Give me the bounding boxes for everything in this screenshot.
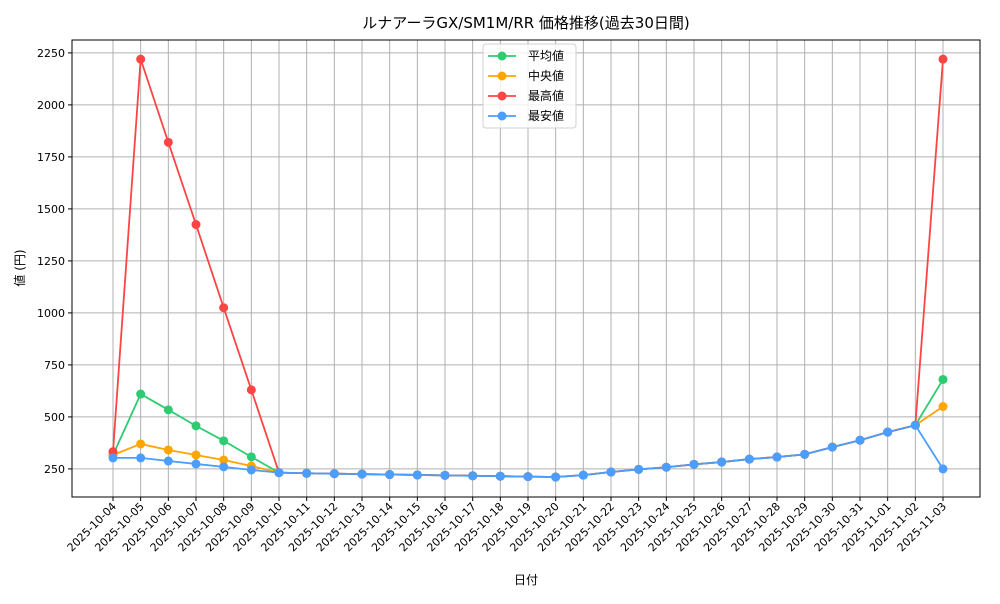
- data-point: [163, 137, 173, 147]
- data-point: [136, 439, 146, 449]
- y-tick-label: 250: [44, 463, 65, 476]
- data-point: [412, 470, 422, 480]
- series-lines: [108, 54, 948, 482]
- y-tick-label: 2000: [37, 99, 65, 112]
- data-point: [855, 435, 865, 445]
- legend-label: 平均値: [528, 48, 564, 63]
- data-point: [136, 54, 146, 64]
- data-point: [772, 452, 782, 462]
- data-point: [163, 445, 173, 455]
- data-point: [329, 469, 339, 479]
- data-point: [163, 405, 173, 415]
- data-point: [246, 452, 256, 462]
- y-tick-label: 500: [44, 411, 65, 424]
- data-point: [689, 459, 699, 469]
- data-point: [468, 471, 478, 481]
- data-point: [578, 470, 588, 480]
- data-point: [246, 385, 256, 395]
- y-tick-label: 1000: [37, 307, 65, 320]
- data-point: [302, 468, 312, 478]
- legend-marker: [497, 91, 507, 101]
- data-point: [910, 420, 920, 430]
- data-point: [523, 472, 533, 482]
- legend-label: 中央値: [528, 68, 564, 83]
- data-point: [634, 464, 644, 474]
- data-point: [191, 450, 201, 460]
- data-point: [551, 472, 561, 482]
- data-point: [274, 468, 284, 478]
- legend-marker: [497, 111, 507, 121]
- data-point: [357, 469, 367, 479]
- data-point: [136, 389, 146, 399]
- data-point: [744, 454, 754, 464]
- data-point: [606, 467, 616, 477]
- y-axis-label: 値 (円): [12, 249, 27, 286]
- data-point: [495, 471, 505, 481]
- y-axis: 250 500 750 1000 1250 1500 1750 2000 2250: [37, 47, 72, 476]
- data-point: [800, 449, 810, 459]
- data-point: [717, 457, 727, 467]
- data-point: [191, 459, 201, 469]
- data-point: [246, 465, 256, 475]
- series-3: [108, 420, 948, 482]
- y-tick-label: 1750: [37, 151, 65, 164]
- data-point: [219, 462, 229, 472]
- data-point: [219, 303, 229, 313]
- legend-label: 最安値: [528, 108, 564, 123]
- data-point: [108, 453, 118, 463]
- data-point: [440, 470, 450, 480]
- data-point: [661, 462, 671, 472]
- y-tick-label: 2250: [37, 47, 65, 60]
- y-tick-label: 1500: [37, 203, 65, 216]
- data-point: [938, 464, 948, 474]
- data-point: [219, 436, 229, 446]
- data-point: [385, 470, 395, 480]
- data-point: [827, 442, 837, 452]
- data-point: [163, 456, 173, 466]
- x-axis: 2025-10-042025-10-052025-10-062025-10-07…: [65, 497, 949, 554]
- chart-title: ルナアーラGX/SM1M/RR 価格推移(過去30日間): [362, 14, 689, 32]
- data-point: [191, 220, 201, 230]
- data-point: [938, 374, 948, 384]
- legend-marker: [497, 71, 507, 81]
- x-axis-label: 日付: [514, 573, 538, 587]
- legend-label: 最高値: [528, 88, 564, 103]
- data-point: [883, 427, 893, 437]
- data-point: [191, 421, 201, 431]
- data-point: [219, 455, 229, 465]
- data-point: [938, 402, 948, 412]
- data-point: [108, 447, 118, 457]
- y-tick-label: 1250: [37, 255, 65, 268]
- legend-marker: [497, 51, 507, 61]
- data-point: [938, 54, 948, 64]
- y-tick-label: 750: [44, 359, 65, 372]
- data-point: [136, 453, 146, 463]
- plot-frame: [71, 39, 981, 498]
